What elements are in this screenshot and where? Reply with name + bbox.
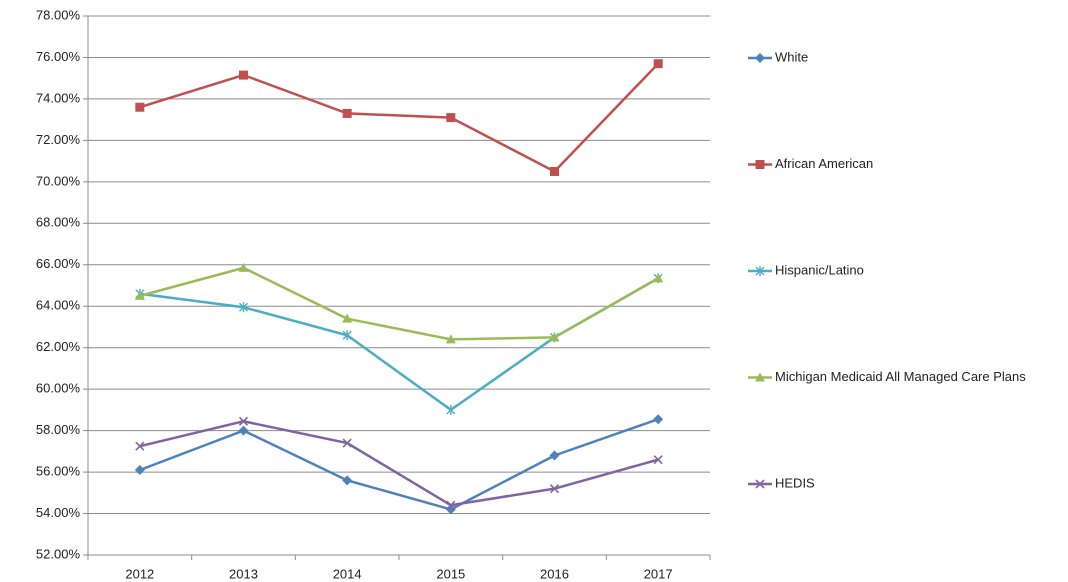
- marker: [755, 479, 765, 489]
- marker: [342, 438, 352, 448]
- x-tick-label: 2013: [229, 566, 258, 581]
- series-line: [139, 266, 659, 341]
- x-tick-label: 2015: [436, 566, 465, 581]
- legend-label: African American: [775, 156, 873, 171]
- x-tick-label: 2014: [333, 566, 362, 581]
- marker: [549, 450, 560, 461]
- marker: [134, 290, 145, 300]
- marker: [549, 332, 560, 342]
- marker: [342, 108, 352, 118]
- marker: [238, 262, 249, 272]
- marker: [342, 330, 352, 341]
- marker: [446, 404, 456, 415]
- legend-label: Hispanic/Latino: [775, 262, 864, 277]
- y-tick-label: 72.00%: [36, 132, 81, 147]
- y-tick-label: 74.00%: [36, 90, 81, 105]
- marker: [238, 416, 249, 426]
- x-tick-label: 2016: [540, 566, 569, 581]
- marker: [135, 102, 145, 112]
- y-tick-label: 68.00%: [36, 215, 81, 230]
- marker: [238, 425, 249, 436]
- y-tick-label: 76.00%: [36, 49, 81, 64]
- y-tick-label: 62.00%: [36, 339, 81, 354]
- y-tick-label: 58.00%: [36, 422, 81, 437]
- legend-label: HEDIS: [775, 475, 815, 490]
- legend-label: Michigan Medicaid All Managed Care Plans: [775, 369, 1026, 384]
- y-tick-label: 54.00%: [36, 505, 81, 520]
- y-tick-label: 52.00%: [36, 546, 81, 561]
- series-line: [139, 418, 659, 511]
- y-tick-label: 56.00%: [36, 464, 81, 479]
- marker: [653, 455, 663, 465]
- y-tick-label: 64.00%: [36, 298, 81, 313]
- marker: [446, 113, 456, 123]
- y-tick-label: 66.00%: [36, 256, 81, 271]
- marker: [755, 266, 765, 276]
- series-line: [139, 62, 660, 174]
- marker: [135, 441, 145, 451]
- series-line: [139, 277, 659, 412]
- marker: [134, 465, 145, 476]
- marker: [653, 273, 664, 283]
- x-tick-label: 2017: [644, 566, 673, 581]
- marker: [755, 372, 765, 382]
- marker: [653, 414, 664, 425]
- series-line: [139, 420, 659, 507]
- marker: [446, 500, 456, 510]
- marker: [755, 53, 765, 63]
- y-tick-label: 78.00%: [36, 7, 81, 22]
- marker: [755, 160, 765, 169]
- marker: [653, 59, 663, 69]
- marker: [549, 484, 560, 494]
- marker: [239, 70, 248, 80]
- x-tick-label: 2012: [125, 566, 154, 581]
- marker: [342, 475, 353, 486]
- marker: [445, 334, 456, 344]
- y-tick-label: 70.00%: [36, 173, 81, 188]
- y-tick-label: 60.00%: [36, 381, 81, 396]
- marker: [342, 313, 353, 323]
- marker: [550, 166, 559, 176]
- marker: [239, 302, 248, 313]
- legend-label: White: [775, 49, 808, 64]
